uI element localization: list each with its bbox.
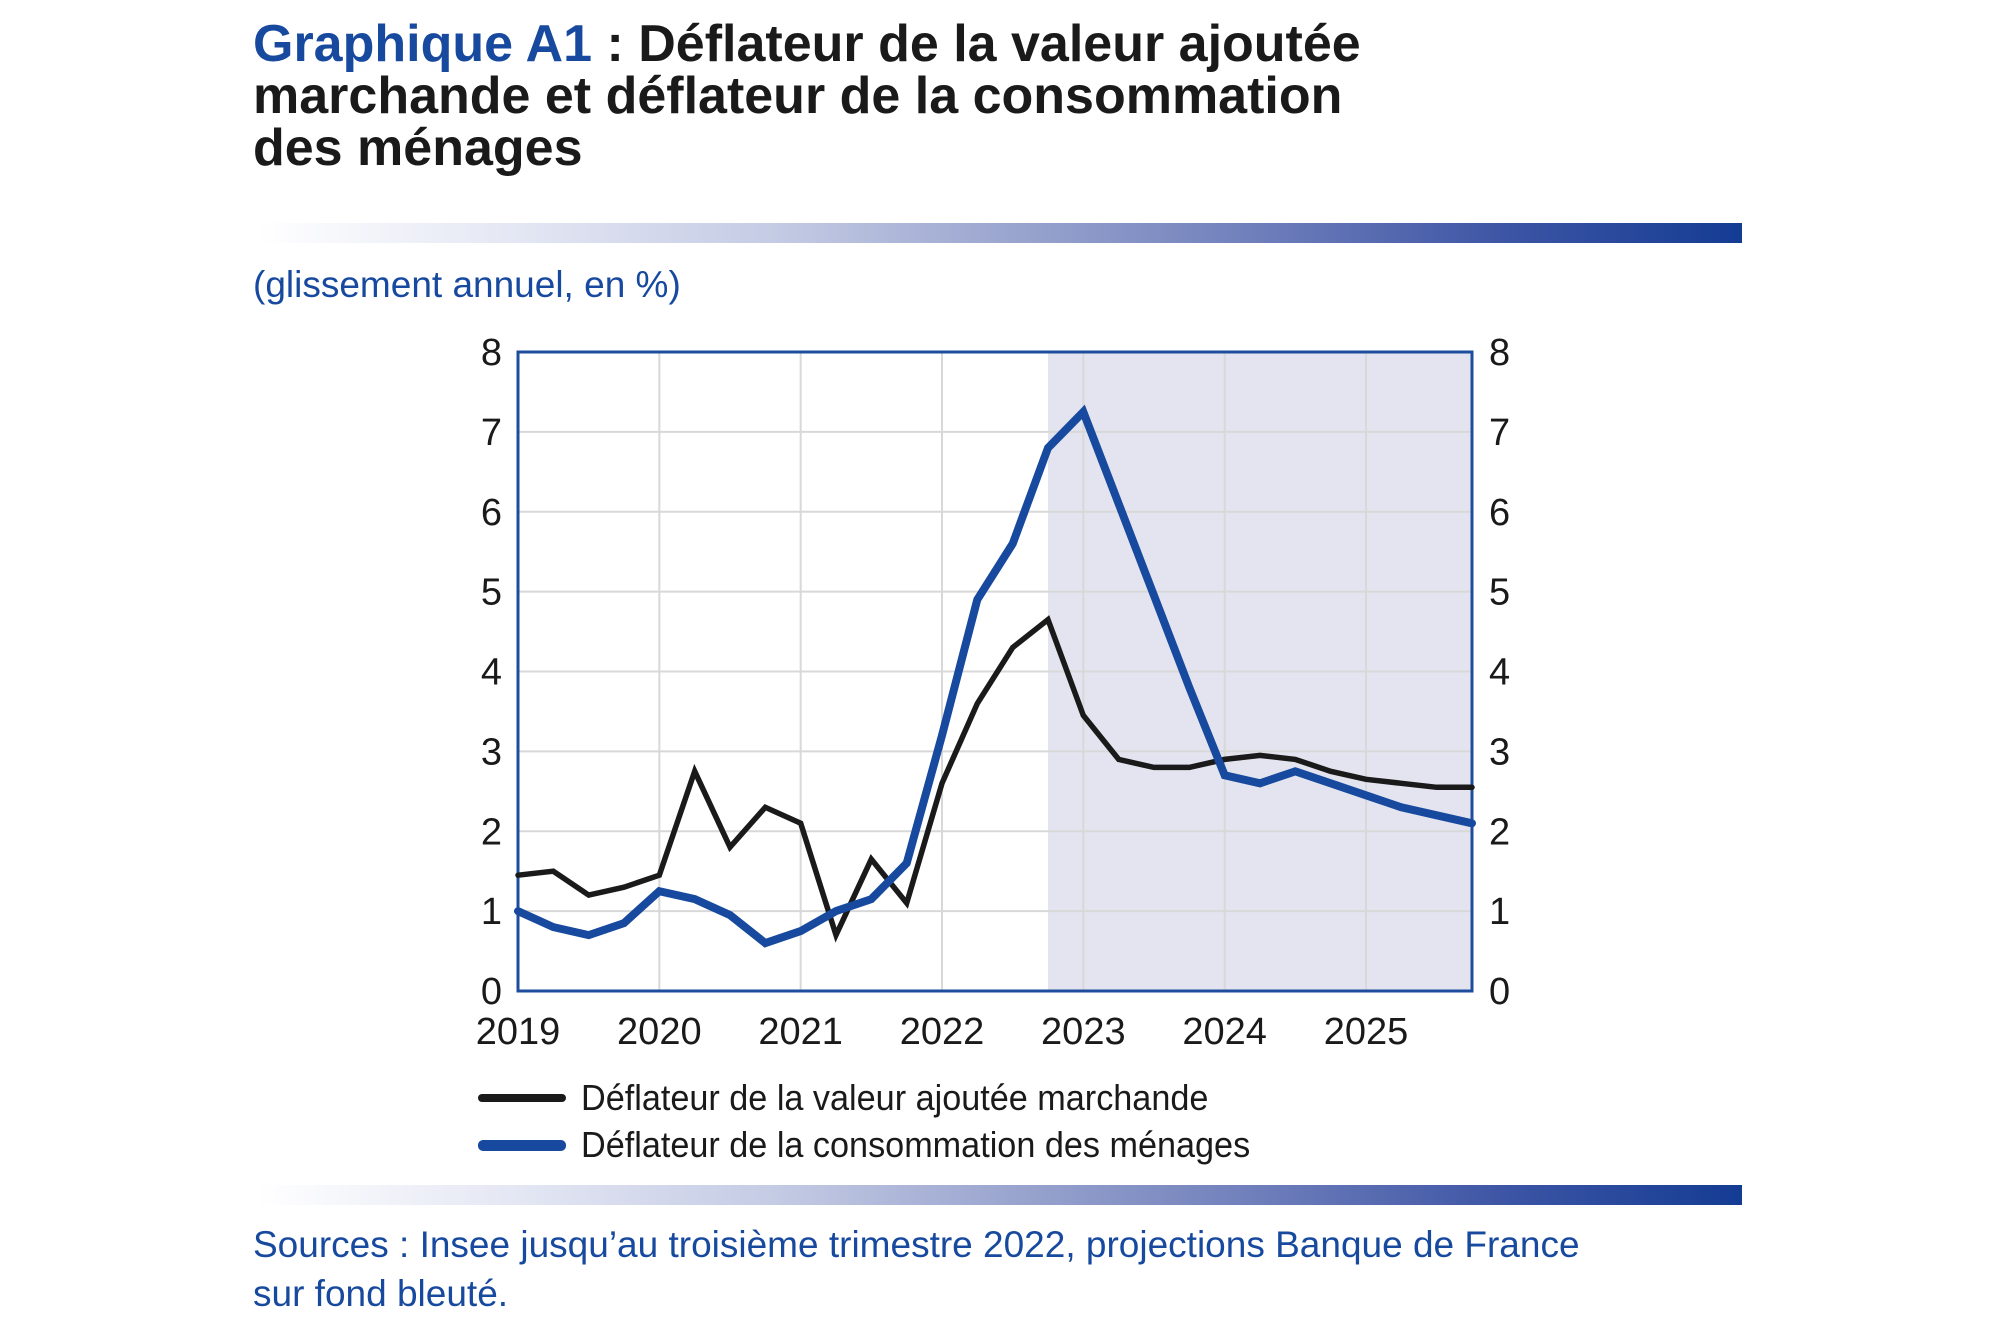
y-axis-label-right: 4 [1489,652,1510,694]
gradient-divider-bottom [256,1185,1742,1205]
legend-item-consommation: Déflateur de la consommation des ménages [478,1124,1285,1165]
x-axis-label: 2024 [1182,1011,1267,1053]
y-axis-label-right: 0 [1489,971,1510,1013]
chart-title-line2: marchande et déflateur de la consommatio… [253,67,1343,125]
black-line-swatch-icon [478,1094,566,1102]
y-axis-label-right: 1 [1489,891,1510,933]
sources-line2: sur fond bleuté. [253,1273,509,1314]
blue-line-swatch-icon [478,1139,566,1151]
y-axis-label-left: 8 [481,332,502,374]
x-axis-label: 2022 [900,1011,985,1053]
y-axis-label-left: 6 [481,492,502,534]
y-axis-label-right: 7 [1489,412,1510,454]
y-axis-label-right: 6 [1489,492,1510,534]
y-axis-label-right: 3 [1489,731,1510,773]
y-axis-label-right: 5 [1489,572,1510,614]
sources-note: Sources : Insee jusqu’au troisième trime… [253,1220,1773,1318]
legend-label: Déflateur de la valeur ajoutée marchande [581,1077,1209,1118]
legend-label: Déflateur de la consommation des ménages [581,1124,1251,1165]
series-line-valeur-ajoutee [515,615,1475,943]
series-line-consommation [514,404,1476,948]
y-axis-label-left: 7 [481,412,502,454]
gradient-divider-top [256,223,1742,243]
x-axis-label: 2019 [476,1011,561,1053]
x-axis-label: 2021 [758,1011,843,1053]
chart-title-number: Graphique A1 [253,15,593,73]
sources-line1: Sources : Insee jusqu’au troisième trime… [253,1224,1580,1265]
chart-title-line3: des ménages [253,119,583,177]
chart-title-line1-rest: : Déflateur de la valeur ajoutée [592,15,1361,73]
chart-title-line1: Graphique A1 : Déflateur de la valeur aj… [253,18,1753,70]
chart-frame [516,350,1474,993]
y-axis-label-right: 2 [1489,811,1510,853]
x-axis-label: 2020 [617,1011,702,1053]
x-axis-label: 2023 [1041,1011,1126,1053]
legend-item-valeur-ajoutee: Déflateur de la valeur ajoutée marchande [478,1077,1241,1118]
chart-title: Graphique A1 : Déflateur de la valeur aj… [253,18,1753,174]
y-axis-label-left: 4 [481,652,502,694]
y-axis-label-left: 2 [481,811,502,853]
y-axis-label-left: 1 [481,891,502,933]
x-axis-label: 2025 [1324,1011,1409,1053]
y-axis-label-left: 0 [481,971,502,1013]
axis-unit-note: (glissement annuel, en %) [253,264,681,305]
y-axis-label-left: 5 [481,572,502,614]
y-axis-label-left: 3 [481,731,502,773]
y-axis-label-right: 8 [1489,332,1510,374]
